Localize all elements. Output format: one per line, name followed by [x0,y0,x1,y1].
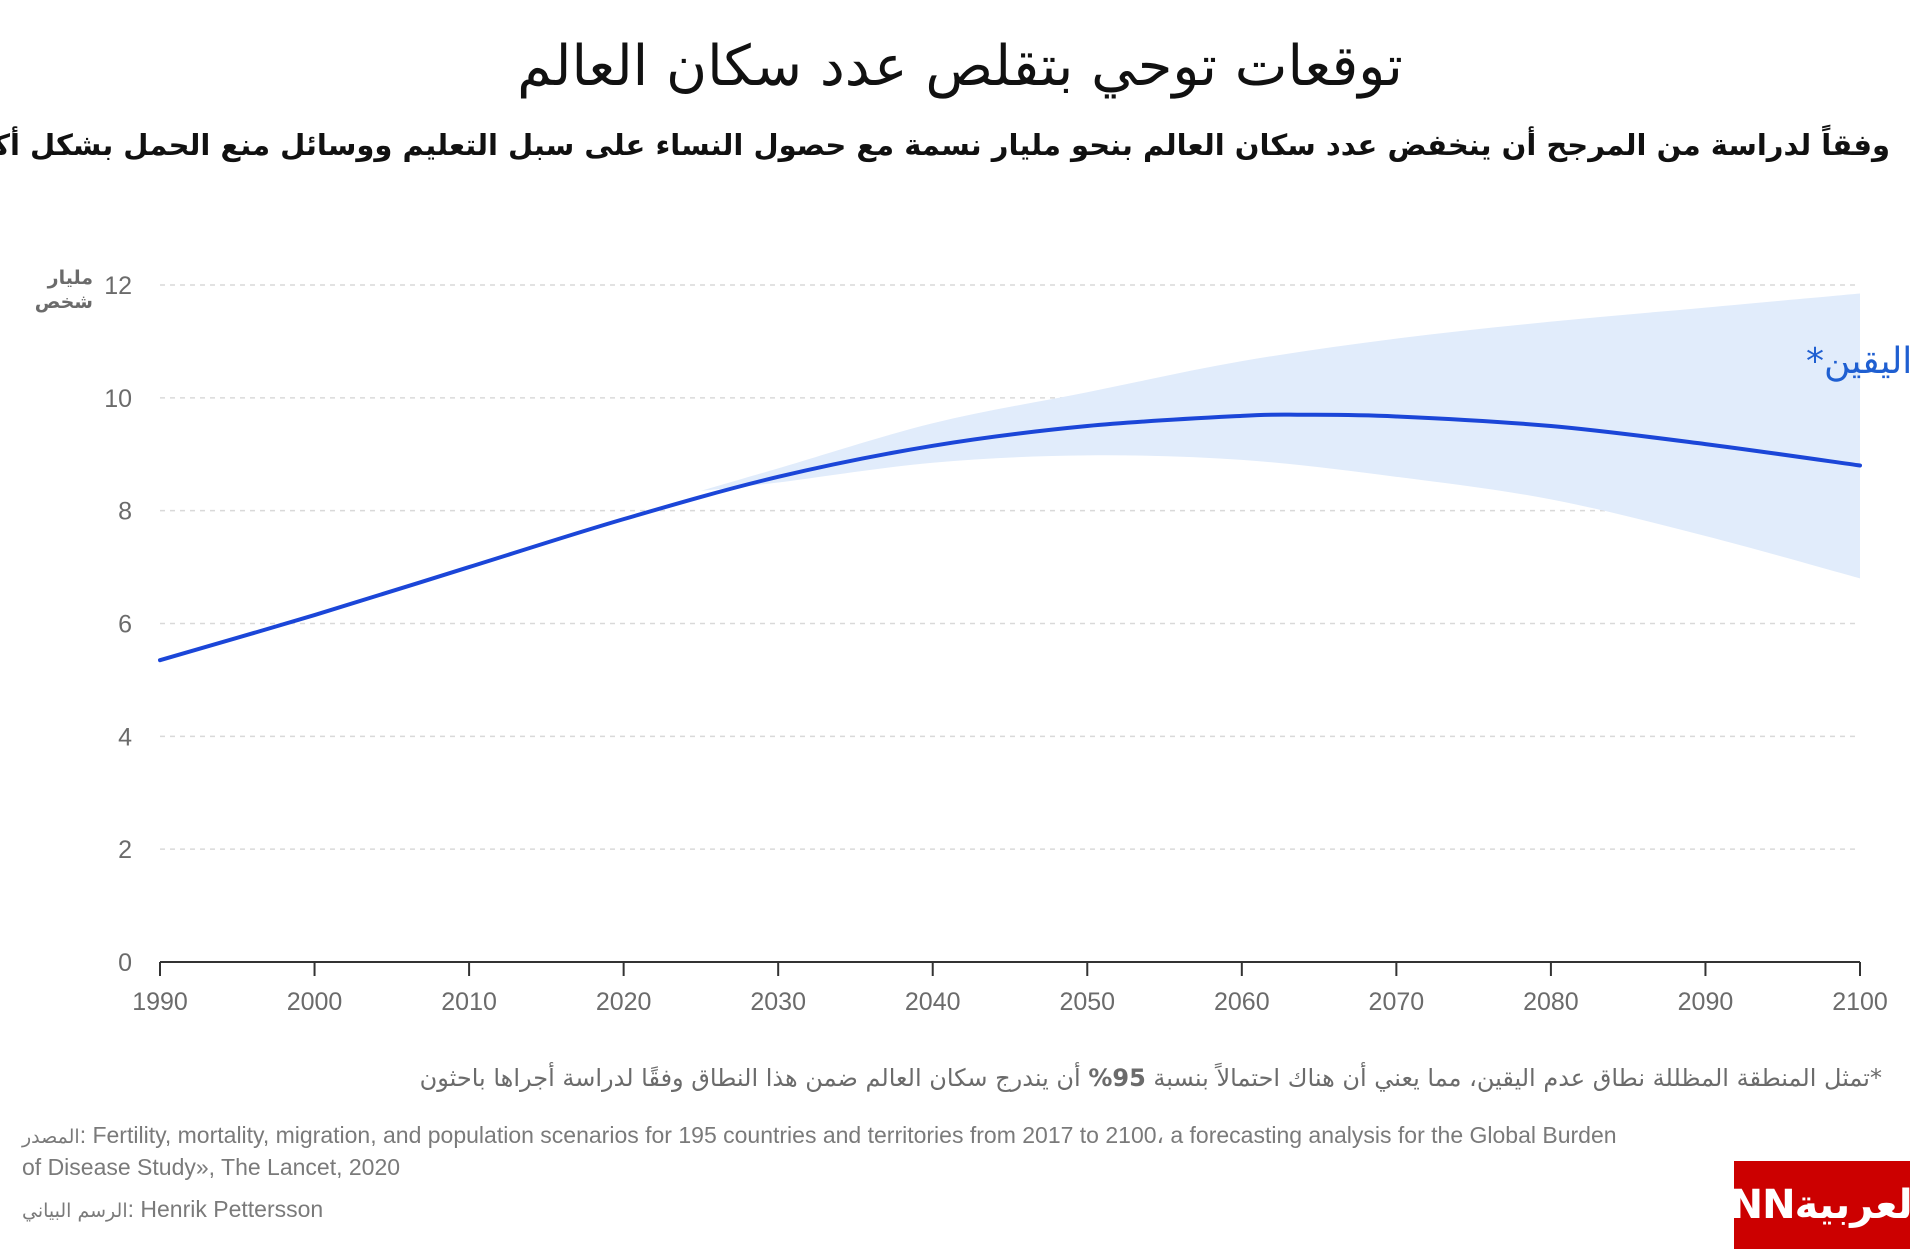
footnote: *تمثل المنطقة المظللة نطاق عدم اليقين، م… [22,1064,1882,1092]
footnote-text-end: أن يندرج سكان العالم ضمن هذا النطاق وفقً… [419,1064,1089,1092]
cnn-arabic-logo: CNNبالعربية [1701,1161,1920,1249]
axes [159,961,1861,976]
x-tick-label-2080: 2080 [1523,988,1579,1016]
series-line-group [158,412,1862,663]
y-unit-label-line2: شخص [35,291,93,313]
uncertainty-band-group [700,293,1860,579]
y-tick-label-4: 4 [118,723,132,751]
x-tick-label-2100: 2100 [1832,988,1888,1016]
credit-prefix: الرسم البياني [22,1200,128,1222]
x-tick-label-2030: 2030 [750,988,806,1016]
footnote-percent: 95% [1088,1064,1146,1092]
y-tick-label-10: 10 [104,385,132,413]
x-tick-label-2060: 2060 [1214,988,1270,1016]
y-tick-label-2: 2 [118,836,132,864]
y-unit-label-line1: مليار [47,267,93,289]
y-tick-label-12: 12 [104,272,132,300]
source-prefix: المصدر [22,1126,80,1148]
x-tick-label-2010: 2010 [441,988,497,1016]
x-tick-label-2000: 2000 [287,988,343,1016]
chart-title: توقعات توحي بتقلص عدد سكان العالم [517,34,1403,99]
x-tick-label-2040: 2040 [905,988,961,1016]
logo-text: CNNبالعربية [1701,1182,1920,1228]
chart-subtitle: وفقاً لدراسة من المرجح أن ينخفض عدد سكان… [0,128,1890,162]
x-tick-label-1990: 1990 [132,988,188,1016]
source-note: المصدر: Fertility, mortality, migration,… [22,1120,1622,1182]
x-tick-label-2020: 2020 [596,988,652,1016]
y-tick-label-0: 0 [118,949,132,977]
population-series-line [158,412,1862,663]
source-text: : Fertility, mortality, migration, and p… [22,1122,1617,1180]
uncertainty-band-label: نطاق عدم اليقين* [1806,341,1920,382]
uncertainty-band [700,293,1860,579]
graphic-credit: الرسم البياني: Henrik Pettersson [22,1196,323,1223]
x-tick-label-2090: 2090 [1678,988,1734,1016]
gridlines [160,284,1860,850]
y-tick-label-6: 6 [118,611,132,639]
x-tick-label-2070: 2070 [1369,988,1425,1016]
y-tick-label-8: 8 [118,498,132,526]
credit-text: : Henrik Pettersson [127,1196,324,1222]
x-tick-label-2050: 2050 [1059,988,1115,1016]
population-line-chart: 0 2 4 6 8 10 12 1990 2000 2010 2020 2030 2040 2050 206… [35,267,1920,1016]
footnote-text-start: *تمثل المنطقة المظللة نطاق عدم اليقين، م… [1145,1064,1882,1092]
tick-labels: 0 2 4 6 8 10 12 1990 2000 2010 2020 2030 2040 2050 206… [104,272,1888,1016]
